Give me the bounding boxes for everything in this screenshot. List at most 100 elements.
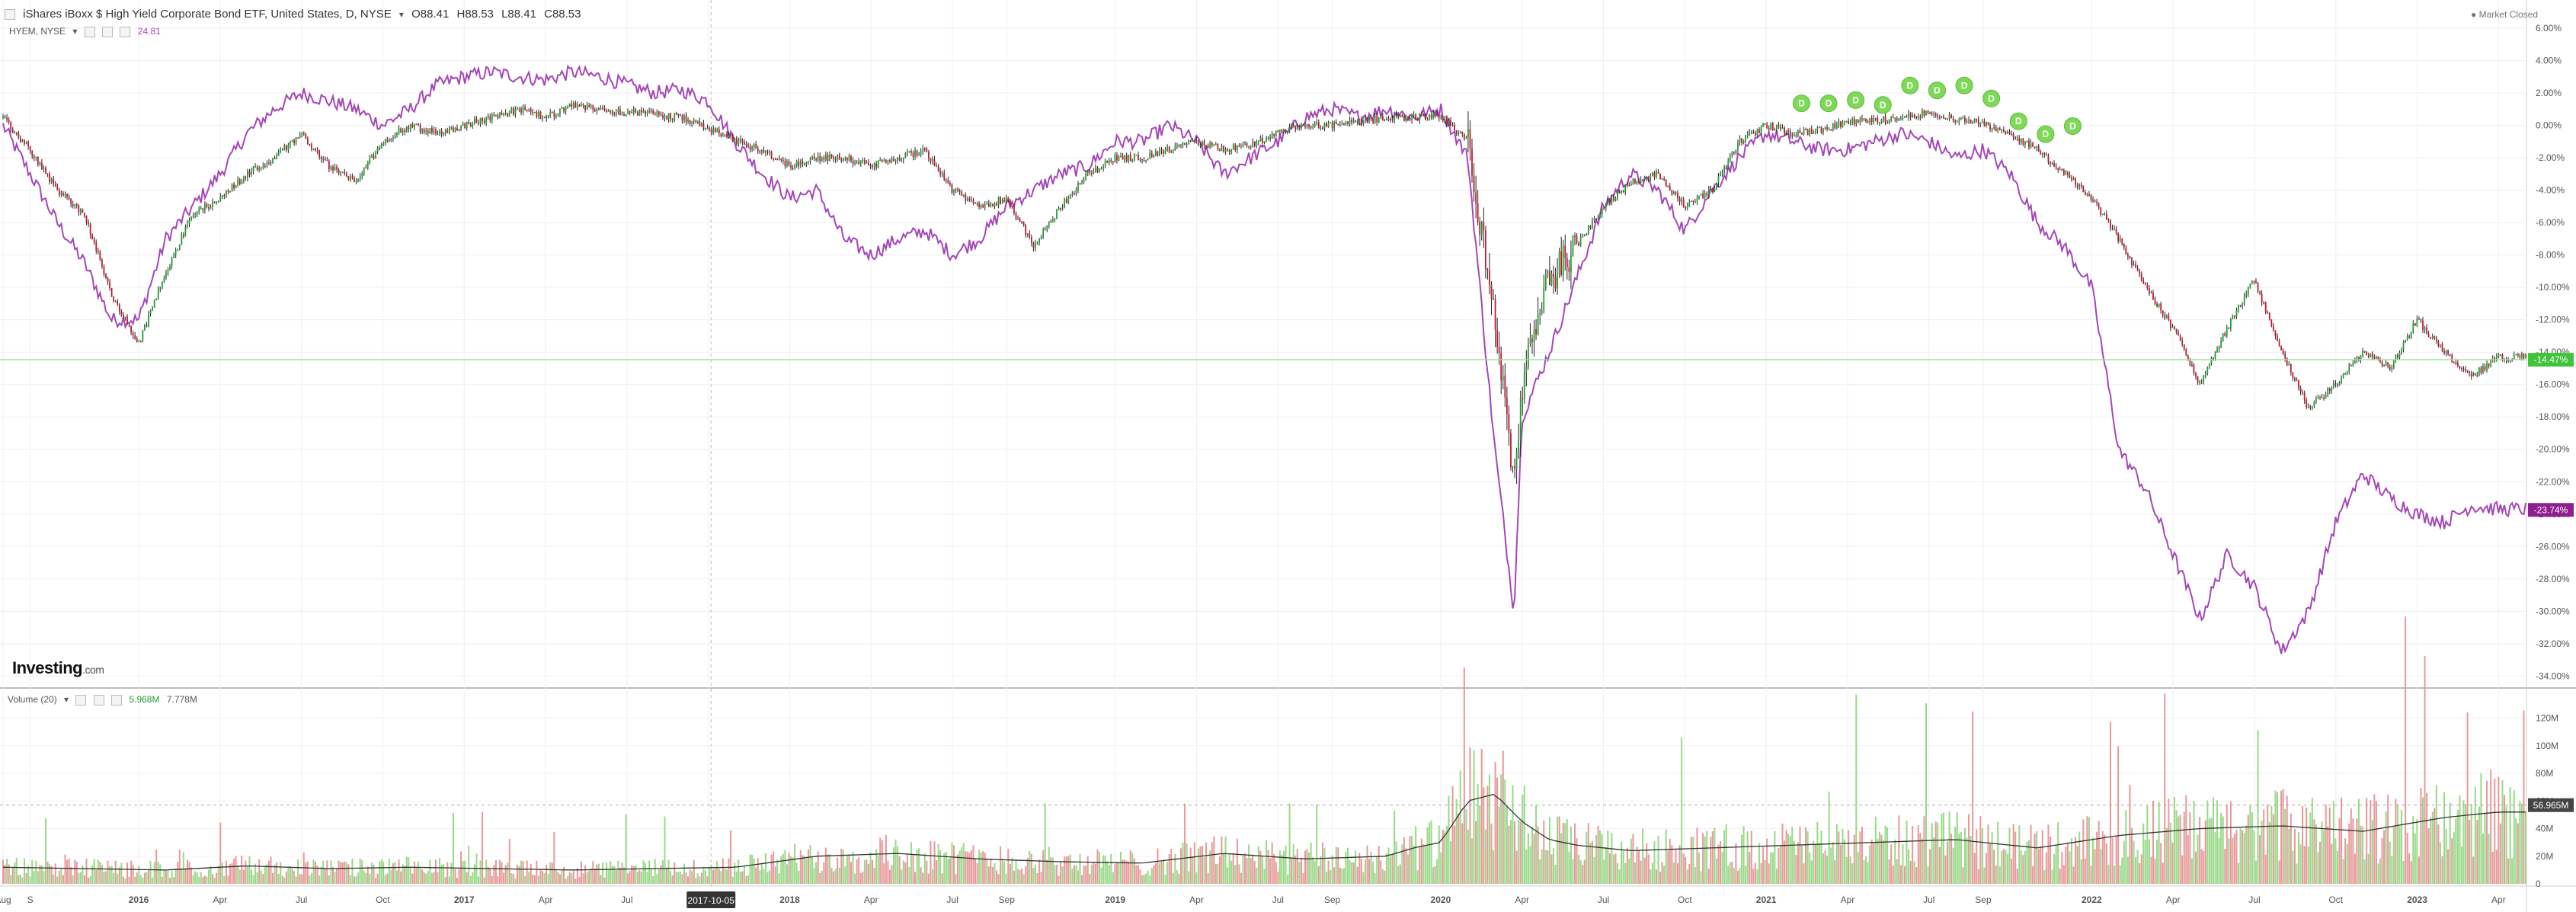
- candle-body: [1842, 122, 1844, 127]
- candle-body: [760, 149, 763, 152]
- volume-bar: [2391, 856, 2393, 884]
- volume-bar: [1676, 862, 1679, 884]
- candle-body: [1019, 218, 1021, 222]
- candle-body: [2346, 371, 2348, 373]
- volume-bar: [2282, 789, 2284, 884]
- dividend-badge[interactable]: [2009, 112, 2027, 130]
- volume-bar: [1696, 827, 1698, 884]
- compare-symbol[interactable]: HYEM, NYSE: [9, 26, 66, 37]
- dividend-badge[interactable]: [1955, 76, 1973, 94]
- volume-bar: [2441, 856, 2443, 884]
- candle-body: [2302, 392, 2303, 393]
- volume-bar: [2026, 841, 2028, 884]
- candle-body: [705, 128, 706, 130]
- chevron-down-icon[interactable]: ▾: [72, 26, 78, 37]
- volume-bar: [1958, 834, 1960, 884]
- candle-body: [716, 129, 718, 133]
- candle-body: [962, 194, 965, 197]
- dividend-badge[interactable]: [1982, 89, 2001, 107]
- volume-bar: [945, 852, 947, 884]
- volume-label[interactable]: Volume (20): [8, 694, 57, 705]
- volume-bar: [1603, 859, 1605, 884]
- candle-body: [638, 109, 641, 116]
- volume-bar: [1401, 844, 1403, 884]
- candle-body: [891, 158, 893, 162]
- candle-body: [2076, 184, 2078, 187]
- volume-bar: [2367, 853, 2370, 884]
- candle-body: [37, 156, 39, 165]
- candle-body: [338, 169, 340, 174]
- chevron-down-icon[interactable]: ▾: [398, 9, 404, 20]
- candle-body: [642, 110, 645, 113]
- candle-body: [987, 203, 990, 207]
- settings-icon[interactable]: [102, 26, 114, 37]
- volume-bar: [139, 875, 142, 884]
- candle-body: [2195, 373, 2197, 377]
- x-tick-label: Jul: [296, 894, 307, 905]
- volume-bar: [2107, 864, 2110, 884]
- close-icon[interactable]: [120, 26, 131, 37]
- volume-bar: [558, 874, 561, 884]
- symbol-title[interactable]: iShares iBoxx $ High Yield Corporate Bon…: [23, 8, 392, 21]
- volume-bar: [1366, 845, 1368, 884]
- volume-bar: [510, 873, 513, 884]
- close-icon[interactable]: [111, 694, 123, 706]
- candle-body: [996, 203, 997, 205]
- candle-body: [390, 138, 392, 141]
- dividend-badge-label: D: [2015, 116, 2022, 126]
- candle-body: [1483, 222, 1485, 231]
- candle-body: [2284, 354, 2286, 359]
- dividend-badge[interactable]: [1874, 96, 1892, 114]
- volume-bar: [2123, 840, 2125, 884]
- candle-body: [1015, 213, 1017, 219]
- candle-body: [142, 330, 144, 341]
- candle-body: [2513, 354, 2515, 360]
- volume-bar: [1213, 836, 1215, 884]
- volume-bar: [1001, 859, 1003, 884]
- volume-bar: [617, 860, 619, 884]
- dividend-badge[interactable]: [1847, 91, 1865, 109]
- candle-body: [1819, 126, 1820, 128]
- chevron-down-icon[interactable]: ▾: [64, 694, 69, 705]
- candle-body: [610, 110, 612, 112]
- candle-body: [1997, 128, 1999, 132]
- candle-body: [1163, 150, 1164, 154]
- x-tick-label: Apr: [2491, 894, 2506, 905]
- volume-bar: [1259, 850, 1262, 884]
- candle-body: [613, 113, 616, 115]
- eye-icon[interactable]: [84, 26, 95, 37]
- volume-bar: [2350, 808, 2352, 884]
- dividend-badge[interactable]: [1901, 76, 1919, 94]
- candle-body: [1948, 114, 1950, 118]
- eye-icon[interactable]: [75, 694, 87, 706]
- candle-body: [635, 109, 637, 112]
- volume-bar: [1449, 841, 1452, 884]
- dividend-badge[interactable]: [1928, 82, 1946, 100]
- candle-body: [971, 199, 972, 201]
- candle-body: [2179, 335, 2181, 341]
- volume-bar: [2426, 792, 2428, 884]
- dividend-badge[interactable]: [1819, 94, 1838, 113]
- candle-body: [2193, 364, 2195, 373]
- collapse-icon[interactable]: [5, 9, 15, 21]
- y-tick-label: 2.00%: [2536, 88, 2562, 98]
- volume-bar: [473, 864, 475, 884]
- candle-body: [198, 208, 200, 213]
- dividend-badge[interactable]: [2063, 117, 2082, 135]
- candle-body: [582, 104, 584, 106]
- candle-body: [2472, 373, 2475, 377]
- settings-icon[interactable]: [93, 694, 104, 706]
- volume-bar: [965, 851, 967, 884]
- candle-body: [366, 162, 369, 168]
- volume-bar: [1424, 845, 1426, 884]
- volume-bar: [1925, 703, 1928, 884]
- dividend-badge[interactable]: [1792, 94, 1810, 113]
- volume-bar: [1646, 843, 1648, 884]
- dividend-badge[interactable]: [2037, 125, 2055, 143]
- volume-bar: [1859, 831, 1861, 884]
- candle-body: [1413, 114, 1415, 116]
- candle-body: [1993, 126, 1995, 129]
- candle-body: [1337, 123, 1339, 126]
- candle-body: [2059, 169, 2061, 171]
